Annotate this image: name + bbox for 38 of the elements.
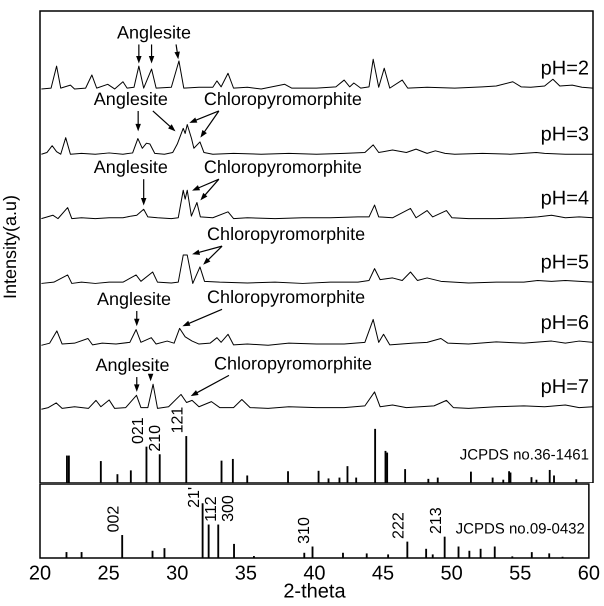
annotation: Chloropyromorphite (207, 287, 366, 308)
annotation: 002 (106, 506, 123, 532)
series-label: JCPDS no.36-1461 (460, 446, 589, 464)
text: Anglesite (117, 22, 192, 42)
x-tick-label: 60 (578, 562, 600, 585)
x-axis-title: 2-theta (283, 580, 346, 603)
annotation: Chloropyromorphite (214, 353, 372, 374)
x-tick-label: 20 (28, 562, 52, 585)
annotation: Anglesite (95, 355, 170, 376)
annotation: Chloropyromorphite (207, 224, 366, 244)
annotation: 210 (146, 424, 164, 452)
annotation: 310 (296, 517, 313, 544)
x-tick-label: 35 (234, 562, 257, 585)
annotation: 021 (130, 417, 147, 444)
annotation: Chloropyromorphite (204, 157, 362, 178)
annotation: 213 (428, 507, 446, 534)
annotation: 121 (170, 406, 187, 434)
series-label: JCPDS no.09-0432 (456, 520, 585, 538)
series-label: pH=7 (540, 376, 589, 398)
x-tick-label: 55 (509, 562, 532, 585)
annotation: Anglesite (96, 288, 172, 309)
x-tick-label: 45 (372, 562, 394, 585)
annotation: 300 (220, 495, 238, 522)
annotation: 222 (390, 512, 408, 539)
annotation: 112 (203, 496, 220, 522)
x-tick-label: 30 (166, 562, 188, 585)
x-tick-label: 50 (440, 562, 463, 585)
y-axis-title: Intensity(a.u) (0, 194, 20, 300)
series-label: pH=3 (540, 124, 589, 146)
annotation: Chloropyromorphite (204, 88, 362, 109)
series-label: pH=2 (540, 58, 589, 80)
annotation: Anglesite (94, 88, 168, 109)
series-label: pH=6 (540, 312, 589, 334)
x-tick-label: 25 (97, 562, 120, 585)
annotation: 21' (186, 486, 204, 508)
annotation: Anglesite (94, 157, 168, 178)
series-label: pH=4 (540, 187, 589, 210)
series-label: pH=5 (540, 252, 589, 274)
